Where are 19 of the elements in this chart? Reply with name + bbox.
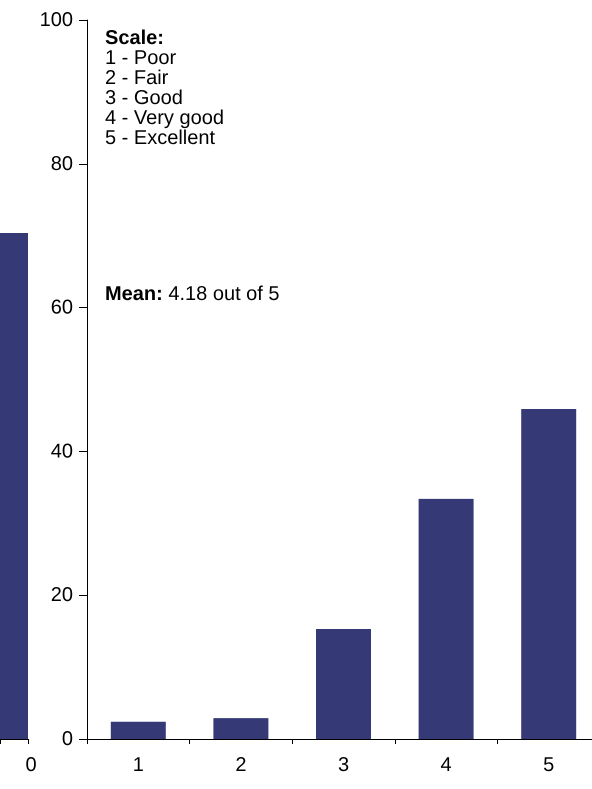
x-tick-label: 1 [132,754,144,776]
x-tick-label: 3 [338,754,350,776]
y-tick-label: 40 [50,440,73,462]
y-tick-label: 20 [50,584,73,606]
y-tick-label: 80 [50,152,73,175]
y-tick-label: 0 [62,728,73,750]
bar [213,718,268,739]
annotation: Scale: 1 - Poor 2 - Fair 3 - Good 4 - Very good 5 - Excellent [105,27,224,149]
x-tick-label: 5 [543,754,554,776]
bar [521,408,576,739]
y-tick-label: 100 [40,9,73,31]
x-tick-label: 4 [440,754,452,776]
bar [316,628,371,739]
x-tick-label: 2 [235,754,246,776]
bar [418,498,474,739]
x-tick-label: 0 [25,754,37,776]
annotation: Mean: 4.18 out of 5 [105,283,280,305]
y-tick-label: 60 [50,296,73,319]
bar [110,722,166,739]
